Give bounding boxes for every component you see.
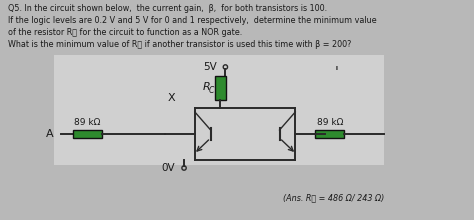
Bar: [315, 130, 345, 138]
Text: 89 kΩ: 89 kΩ: [74, 118, 101, 127]
Text: (Ans. R႙ = 486 Ω/ 243 Ω): (Ans. R႙ = 486 Ω/ 243 Ω): [283, 193, 384, 202]
Text: What is the minimum value of R႙ if another transistor is used this time with β =: What is the minimum value of R႙ if anoth…: [8, 40, 351, 49]
Text: A: A: [46, 129, 53, 139]
Text: C: C: [208, 86, 214, 95]
Bar: [54, 55, 384, 165]
Text: 89 kΩ: 89 kΩ: [317, 118, 343, 127]
Text: ': ': [335, 65, 338, 79]
Text: R: R: [203, 82, 210, 92]
Text: Q5. In the circuit shown below,  the current gain,  β,  for both transistors is : Q5. In the circuit shown below, the curr…: [8, 4, 327, 13]
Text: 0V: 0V: [162, 163, 175, 173]
Bar: [73, 130, 102, 138]
Bar: [215, 76, 227, 100]
Text: 5V: 5V: [203, 62, 217, 72]
Text: X: X: [167, 93, 175, 103]
Text: If the logic levels are 0.2 V and 5 V for 0 and 1 respectively,  determine the m: If the logic levels are 0.2 V and 5 V fo…: [8, 16, 376, 25]
Text: of the resistor R႙ for the circuit to function as a NOR gate.: of the resistor R႙ for the circuit to fu…: [8, 28, 242, 37]
